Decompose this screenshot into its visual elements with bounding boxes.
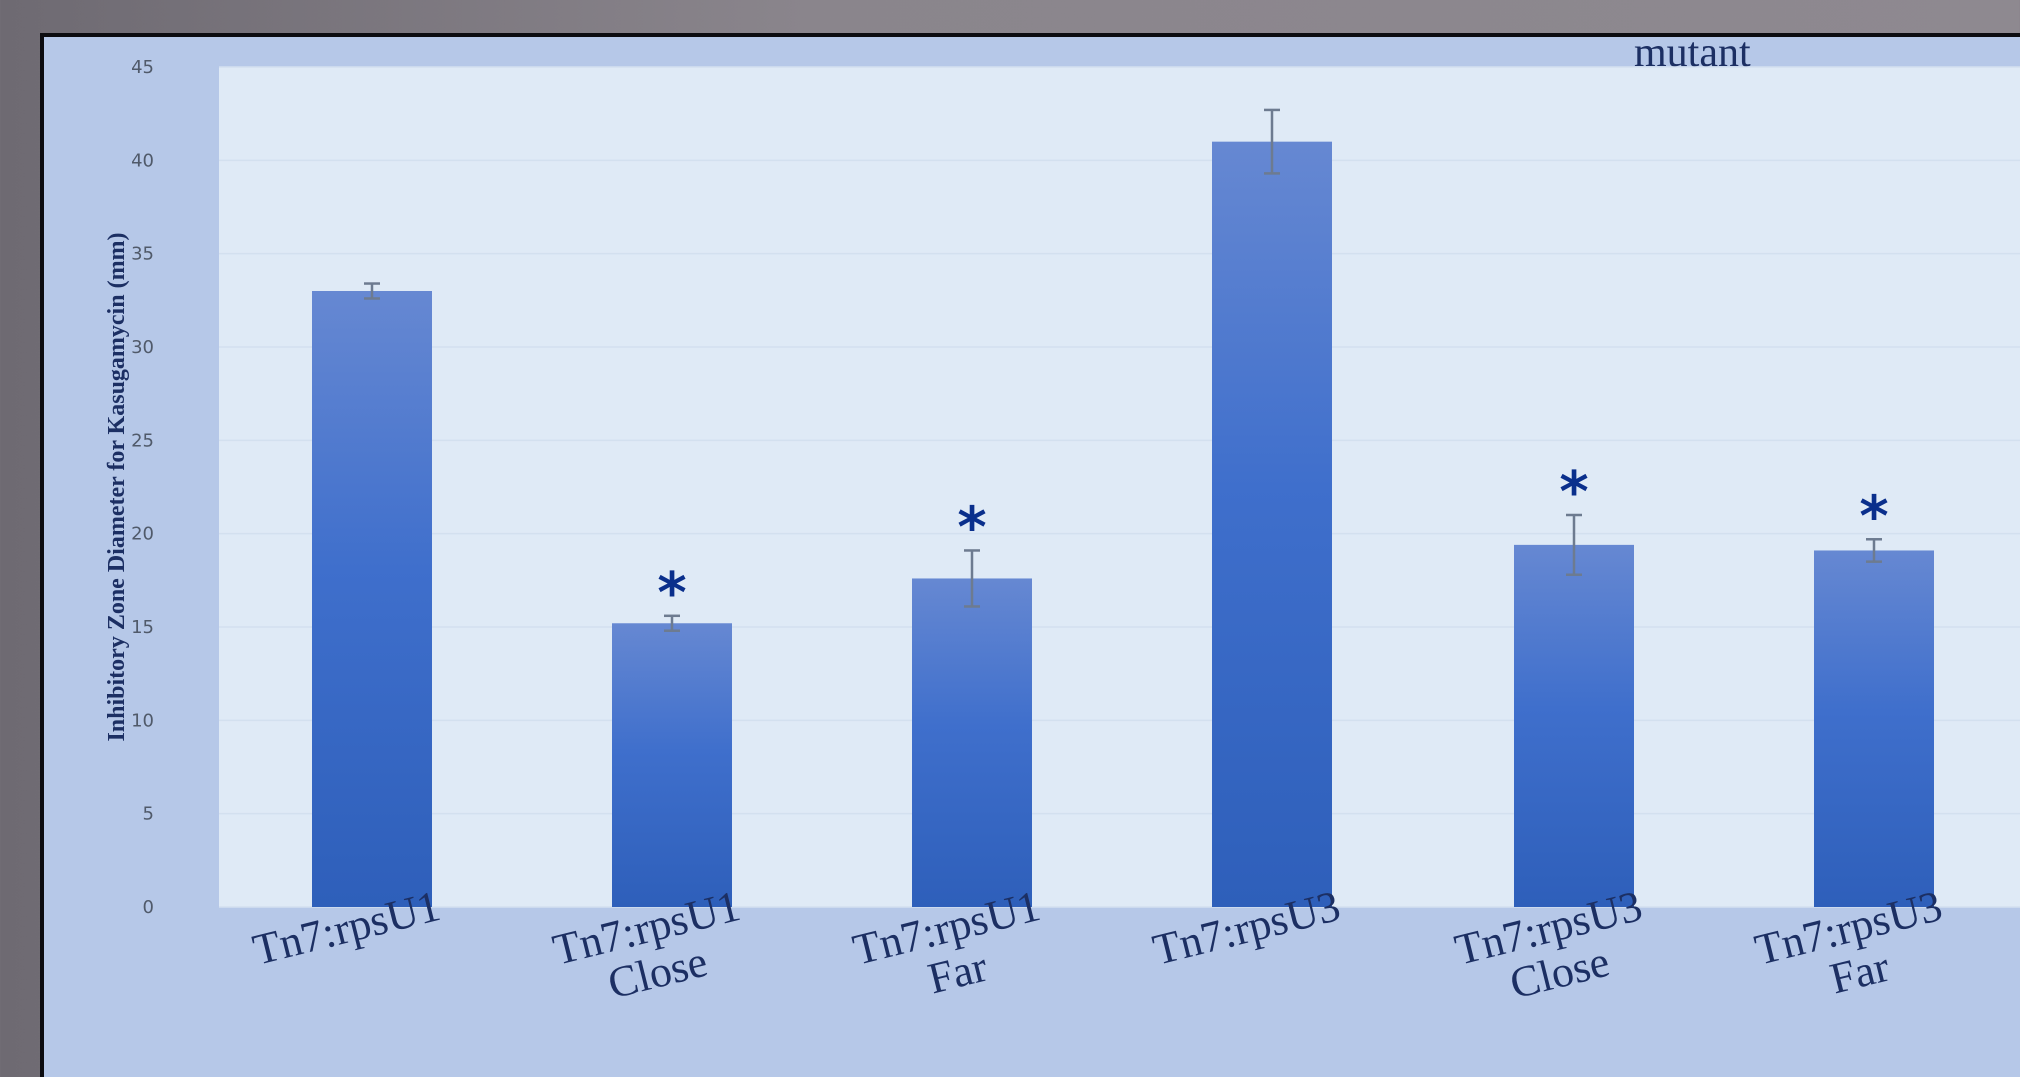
bar bbox=[1514, 544, 1634, 907]
figure-frame: mutant 0 5 10 15 20 25 30 35 40 45 * * * * Tn7:rpsU1… bbox=[40, 33, 2020, 1077]
y-axis-label: Inhibitory Zone Diameter for Kasugamycin… bbox=[104, 232, 130, 741]
y-tick-label: 45 bbox=[131, 57, 154, 78]
error-bars bbox=[364, 108, 1882, 632]
significance-asterisk: * bbox=[957, 495, 986, 560]
y-tick-label: 20 bbox=[131, 524, 154, 545]
significance-markers: * * * * bbox=[657, 460, 1888, 626]
bars bbox=[312, 141, 1934, 908]
plot-area bbox=[219, 67, 2020, 907]
significance-asterisk: * bbox=[1859, 484, 1888, 549]
bar bbox=[912, 578, 1032, 907]
y-tick-labels: 0 5 10 15 20 25 30 35 40 45 bbox=[131, 57, 154, 918]
bar bbox=[1814, 550, 1934, 907]
grid-lines bbox=[219, 66, 2020, 908]
y-tick-label: 10 bbox=[131, 710, 154, 731]
y-tick-label: 30 bbox=[131, 337, 154, 358]
y-tick-label: 25 bbox=[131, 430, 154, 451]
bar bbox=[312, 291, 432, 907]
y-tick-label: 0 bbox=[143, 897, 154, 918]
significance-asterisk: * bbox=[657, 561, 686, 626]
y-tick-label: 40 bbox=[131, 150, 154, 171]
bar bbox=[1212, 141, 1332, 908]
y-tick-label: 5 bbox=[143, 804, 154, 825]
bar bbox=[612, 623, 732, 907]
significance-asterisk: * bbox=[1559, 460, 1588, 525]
y-tick-label: 15 bbox=[131, 617, 154, 638]
y-tick-label: 35 bbox=[131, 244, 154, 265]
